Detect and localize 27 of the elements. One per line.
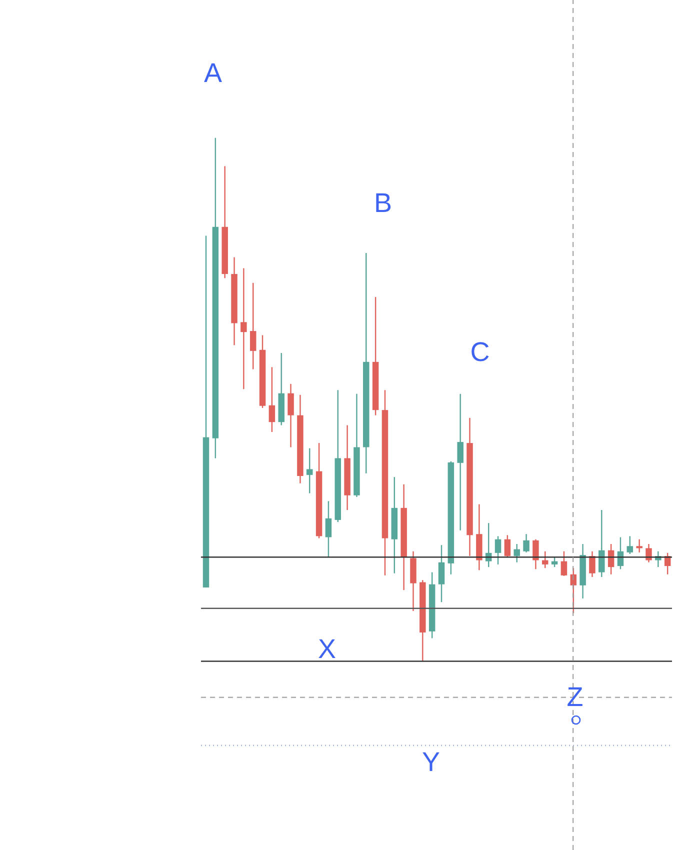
annotation: B (374, 188, 392, 218)
candlestick (626, 536, 634, 555)
candlestick (268, 366, 276, 433)
candlestick (542, 550, 548, 569)
candlestick (250, 282, 256, 370)
candlestick (532, 538, 539, 570)
candlestick (551, 556, 558, 568)
annotation: C (470, 337, 490, 367)
candlestick (589, 550, 596, 578)
candlestick (646, 543, 652, 563)
candlestick (457, 393, 464, 532)
candlestick (598, 509, 605, 578)
candlestick (504, 534, 511, 558)
candlestick (523, 533, 530, 553)
candlestick (560, 550, 568, 577)
annotation: X (318, 634, 336, 664)
candlestick (306, 448, 313, 494)
candlestick (438, 544, 445, 603)
candlestick (240, 268, 247, 390)
candlestick (636, 538, 642, 553)
candlestick (514, 543, 520, 563)
candlestick (325, 500, 332, 558)
text: A (204, 58, 222, 88)
candlestick (494, 536, 502, 566)
text: Y (422, 747, 440, 777)
candlestick (288, 383, 294, 448)
text: Z (566, 682, 584, 712)
